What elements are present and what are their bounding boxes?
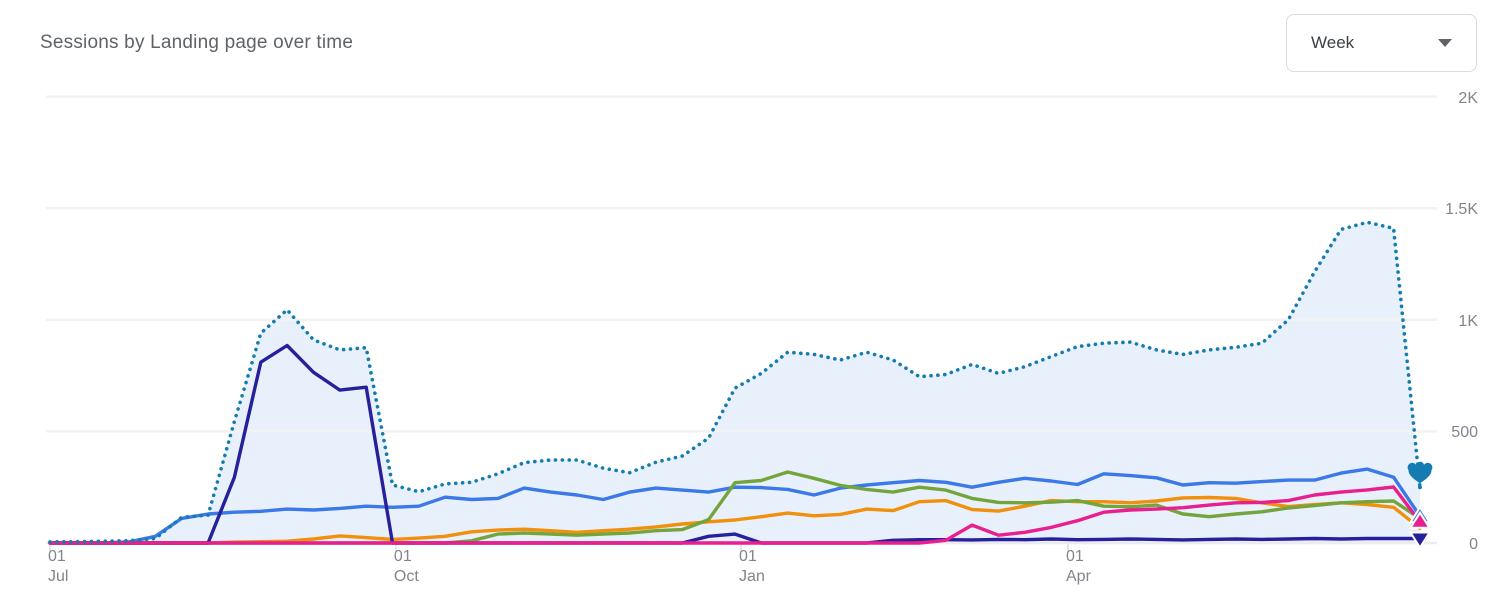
- series-line-landing-page-navy: [48, 343, 1422, 545]
- y-axis-label: 500: [1451, 424, 1478, 442]
- y-axis-label: 0: [1469, 536, 1478, 553]
- x-axis-label: 01 Oct: [393, 548, 419, 585]
- x-axis-label: 01 Jan: [739, 548, 765, 585]
- end-marker-landing-page-navy: [1408, 531, 1432, 550]
- x-axis-label: 01 Apr: [1066, 548, 1091, 585]
- end-marker-total-sessions: [1407, 461, 1433, 484]
- x-axis-label: 01 Jul: [48, 548, 69, 585]
- time-granularity-value: Week: [1311, 33, 1355, 52]
- series-line-landing-page-pink: [48, 485, 1422, 545]
- time-granularity-select[interactable]: Week: [1286, 14, 1477, 72]
- y-axis-label: 1K: [1458, 312, 1478, 330]
- series-line-total-sessions: [48, 220, 1422, 544]
- chart-title: Sessions by Landing page over time: [40, 32, 354, 53]
- series-line-landing-page-blue: [48, 467, 1422, 545]
- end-marker-landing-page-pink: [1408, 510, 1432, 529]
- end-point-dot-total-sessions: [1417, 485, 1422, 490]
- total-area-fill: [50, 222, 1420, 544]
- dropdown-caret-icon: [1438, 39, 1452, 47]
- y-axis-label: 1.5K: [1445, 201, 1478, 219]
- y-axis-label: 2K: [1458, 89, 1478, 107]
